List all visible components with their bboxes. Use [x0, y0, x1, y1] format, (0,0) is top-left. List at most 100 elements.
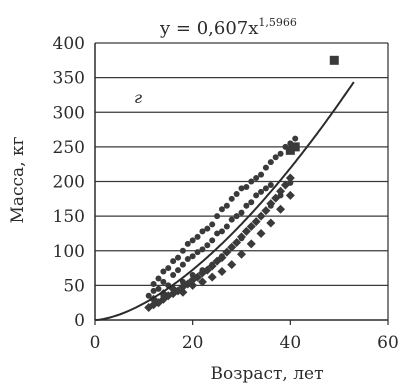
- data-point-circle: [267, 159, 274, 166]
- data-point-diamond: [256, 228, 266, 238]
- panel-letter: г: [134, 88, 142, 107]
- data-point-diamond: [266, 218, 276, 228]
- data-point-diamond: [178, 287, 188, 297]
- data-point-circle: [165, 265, 172, 272]
- data-point-diamond: [271, 193, 281, 203]
- data-point-circle: [199, 246, 206, 253]
- data-point-circle: [248, 178, 255, 185]
- y-tick-label: 200: [53, 173, 85, 193]
- data-point-diamond: [207, 261, 217, 271]
- axes: [94, 43, 389, 321]
- data-point-circle: [160, 278, 167, 285]
- x-axis-label: Возраст, лет: [210, 364, 323, 384]
- data-point-diamond: [232, 237, 242, 247]
- data-point-circle: [175, 267, 182, 274]
- grid-lines: [95, 42, 388, 286]
- data-point-circle: [184, 240, 191, 247]
- y-tick-label: 0: [74, 311, 85, 331]
- data-point-diamond: [241, 226, 251, 236]
- data-point-circle: [194, 233, 201, 240]
- data-point-circle: [170, 258, 177, 265]
- data-point-circle: [218, 206, 225, 213]
- data-point-circle: [175, 254, 182, 261]
- data-point-circle: [179, 247, 186, 254]
- data-point-diamond: [285, 173, 295, 183]
- data-point-circle: [155, 275, 162, 282]
- data-point-circle: [218, 228, 225, 235]
- data-point-circle: [204, 242, 211, 249]
- data-point-diamond: [217, 267, 227, 277]
- data-point-diamond: [158, 289, 168, 299]
- data-point-circle: [150, 280, 157, 287]
- data-point-diamond: [276, 204, 286, 214]
- x-tick-label: 60: [377, 333, 399, 353]
- data-point-circle: [189, 253, 196, 260]
- data-point-circle: [243, 202, 250, 209]
- data-point-circle: [253, 175, 260, 182]
- data-point-diamond: [197, 277, 207, 287]
- x-tick-labels: 0 20 40 60: [90, 320, 399, 353]
- data-point-circle: [233, 213, 240, 220]
- data-point-diamond: [280, 180, 290, 190]
- y-tick-label: 250: [53, 138, 85, 158]
- data-point-circle: [228, 216, 235, 223]
- data-point-diamond: [237, 249, 246, 259]
- data-point-diamond: [207, 272, 217, 282]
- x-tick-label: 40: [280, 333, 302, 353]
- data-point-circle: [223, 202, 230, 209]
- data-point-diamond: [237, 232, 246, 242]
- data-point-square: [329, 55, 339, 65]
- data-point-circle: [160, 268, 167, 275]
- data-point-diamond: [227, 242, 237, 252]
- x-tick-label: 20: [182, 333, 204, 353]
- data-point-circle: [272, 154, 279, 161]
- data-point-diamond: [251, 217, 261, 227]
- data-point-square: [290, 142, 300, 152]
- power-fit-curve: [94, 81, 355, 321]
- y-tick-label: 50: [63, 276, 85, 296]
- data-point-circle: [209, 237, 216, 244]
- data-point-circle: [179, 261, 186, 268]
- data-point-circle: [262, 164, 269, 171]
- y-tick-label: 300: [53, 103, 85, 123]
- data-point-circle: [214, 230, 221, 237]
- y-tick-label: 100: [53, 242, 85, 262]
- y-tick-label: 150: [53, 207, 85, 227]
- chart-title-exponent: 1,5966: [258, 16, 297, 29]
- data-point-diamond: [256, 211, 266, 221]
- y-axis-label: Масса, кг: [8, 136, 28, 223]
- data-point-circle: [267, 181, 274, 188]
- data-point-circle: [238, 185, 245, 192]
- y-tick-label: 350: [53, 69, 85, 89]
- data-point-diamond: [285, 190, 295, 200]
- data-point-circle: [253, 192, 260, 199]
- data-point-diamond: [202, 265, 212, 275]
- data-point-diamond: [261, 206, 271, 216]
- data-point-diamond: [227, 260, 237, 270]
- data-point-circle: [184, 256, 191, 263]
- data-point-diamond: [222, 247, 232, 257]
- data-point-diamond: [246, 222, 256, 232]
- data-point-circle: [258, 188, 265, 195]
- data-point-diamond: [193, 272, 203, 282]
- data-point-circle: [204, 225, 211, 232]
- y-tick-labels: 0 50 100 150 200 250 300 350 400: [53, 34, 85, 331]
- data-point-circle: [170, 271, 177, 278]
- data-point-circle: [238, 209, 245, 216]
- data-point-circle: [258, 171, 265, 178]
- data-point-circle: [228, 195, 235, 202]
- data-point-diamond: [266, 199, 276, 209]
- data-point-circle: [150, 287, 157, 294]
- data-point-circle: [292, 135, 299, 142]
- data-points: [144, 55, 339, 313]
- y-tick-label: 400: [53, 34, 85, 54]
- data-point-circle: [145, 292, 152, 299]
- data-point-circle: [233, 190, 240, 197]
- data-point-circle: [209, 221, 216, 228]
- data-point-diamond: [276, 186, 286, 196]
- data-point-circle: [214, 213, 221, 220]
- data-point-circle: [243, 184, 250, 191]
- data-point-diamond: [217, 253, 227, 263]
- data-point-circle: [155, 285, 162, 292]
